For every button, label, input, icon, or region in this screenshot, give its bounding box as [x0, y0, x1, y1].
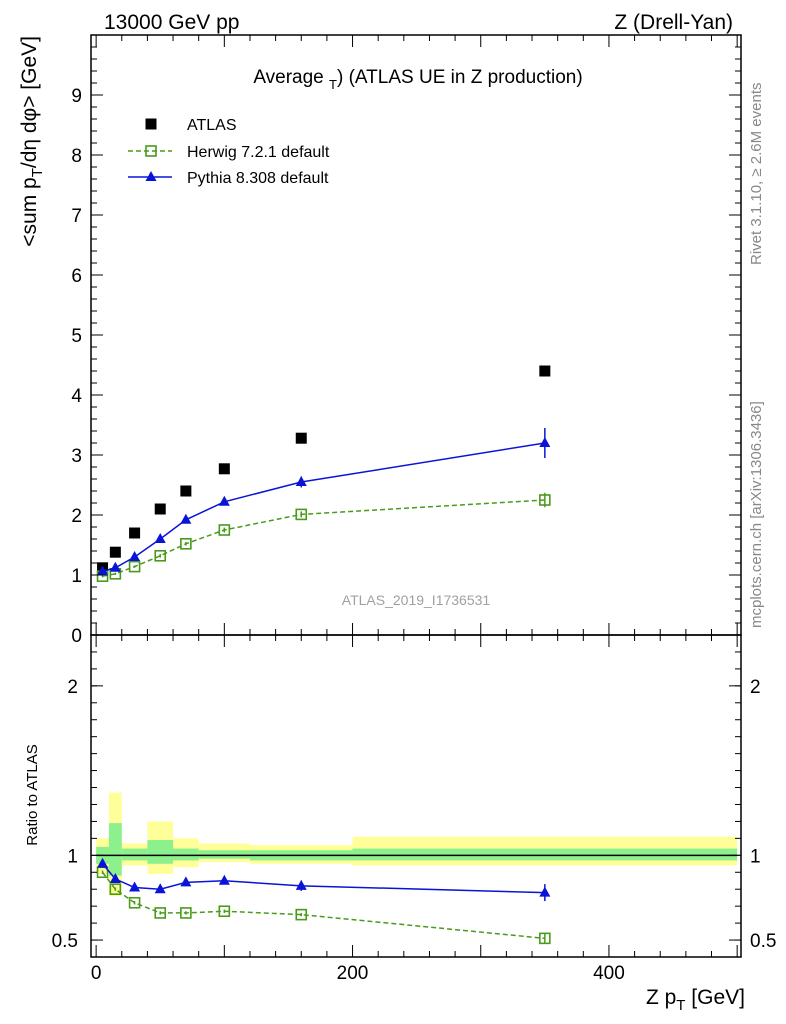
ratio-series-1-point: [97, 857, 109, 868]
legend-marker: [145, 145, 157, 157]
x-tick-label: 0: [91, 963, 102, 984]
analysis-watermark: ATLAS_2019_I1736531: [342, 592, 491, 608]
y-tick-label: 3: [71, 446, 82, 467]
uncertainty-band-green: [121, 848, 148, 861]
main-series-2-point: [109, 561, 121, 572]
legend-label: Pythia 8.308 default: [187, 170, 329, 187]
main-series-2-point: [218, 495, 230, 506]
y-tick-label: 7: [71, 206, 82, 227]
header-process-label: Z (Drell-Yan): [614, 11, 733, 34]
main-series-0-point: [109, 546, 121, 558]
ratio-frame: [90, 634, 742, 958]
y-tick-label: 4: [71, 386, 82, 407]
main-series-0-point: [154, 503, 166, 515]
main-series-1-point: [128, 560, 141, 573]
y-tick-label: 6: [71, 266, 82, 287]
y-tick-label: 9: [71, 86, 82, 107]
main-series-1-point: [295, 508, 308, 521]
ratio-y-tick-label-left: 1: [67, 846, 78, 867]
ratio-series-1-point: [109, 873, 121, 884]
uncertainty-band-green: [108, 823, 122, 876]
y-tick-label: 0: [71, 626, 82, 647]
ratio-series-1-point: [539, 886, 551, 897]
ratio-panel: Ratio to ATLAS Z pT [GeV] 0.5 0.5 1 1 2 2 0 200 40…: [24, 634, 776, 1014]
y-tick-label: 1: [71, 566, 82, 587]
main-series-0-point: [180, 485, 192, 497]
legend-marker: [145, 171, 157, 181]
main-series-2-point: [97, 565, 109, 576]
ratio-series-0-point: [128, 896, 141, 909]
ratio-series-0-point: [180, 907, 192, 919]
main-series-2-line: [102, 442, 545, 573]
main-series-0-point: [129, 527, 141, 539]
ratio-series-0-point: [154, 907, 167, 919]
y-tick-label: 2: [71, 506, 82, 527]
uncertainty-band-green: [198, 850, 250, 859]
main-series-0-point: [295, 432, 307, 444]
ratio-y-tick-label-left: 0.5: [52, 931, 78, 952]
main-series-2-point: [180, 513, 192, 524]
uncertainty-band-green: [352, 848, 738, 861]
x-tick-label: 400: [593, 963, 625, 984]
ratio-series-1-point: [129, 881, 141, 892]
x-tick-label: 200: [337, 963, 369, 984]
x-axis-label: Z pT [GeV]: [646, 986, 745, 1014]
main-series-1-line: [102, 499, 545, 577]
rivet-side-label: Rivet 3.1.10, ≥ 2.6M events: [748, 83, 765, 266]
chart-title: Average T) (ATLAS UE in Z production): [253, 67, 582, 92]
legend-label: Herwig 7.2.1 default: [187, 144, 330, 161]
uncertainty-band-green: [173, 848, 199, 861]
ratio-series-1-point: [218, 874, 230, 885]
y-axis-label: <sum pT/dη dφ> [GeV]: [18, 36, 46, 247]
main-series-2-point: [295, 476, 307, 486]
ratio-y-tick-label-right: 2: [750, 677, 761, 698]
main-series-1-point: [218, 524, 231, 536]
mcplots-side-label: mcplots.cern.ch [arXiv:1306.3436]: [748, 401, 765, 628]
ratio-series-0-point: [109, 883, 122, 896]
uncertainty-band-green: [147, 840, 174, 864]
ratio-y-axis-label: Ratio to ATLAS: [24, 744, 41, 845]
main-series-2-point: [539, 437, 551, 447]
ratio-y-tick-label-left: 2: [67, 677, 78, 698]
ratio-series-0-line: [101, 871, 545, 940]
ratio-series-0-point: [295, 908, 308, 921]
y-tick-label: 8: [71, 146, 82, 167]
main-series-1-point: [539, 494, 551, 506]
legend-label: ATLAS: [187, 117, 237, 134]
ratio-y-tick-label-right: 0.5: [750, 931, 776, 952]
ratio-series-0-point: [218, 905, 231, 918]
y-tick-label: 5: [71, 326, 82, 347]
legend-marker: [145, 118, 157, 130]
main-series-2-point: [154, 533, 166, 543]
main-series-0-point: [218, 463, 230, 475]
ratio-series-1-point: [180, 876, 192, 887]
main-series-0-point: [539, 365, 551, 377]
main-panel: Average T) (ATLAS UE in Z production) <su…: [18, 34, 742, 647]
main-series-2-point: [129, 551, 141, 561]
header-energy-label: 13000 GeV pp: [104, 11, 239, 34]
main-series-1-point: [154, 549, 167, 562]
ratio-series-1-point: [154, 883, 166, 894]
ratio-series-0-point: [539, 932, 551, 945]
main-series-1-point: [180, 537, 192, 550]
ratio-y-tick-label-right: 1: [750, 846, 761, 867]
ratio-series-1-point: [295, 879, 307, 890]
